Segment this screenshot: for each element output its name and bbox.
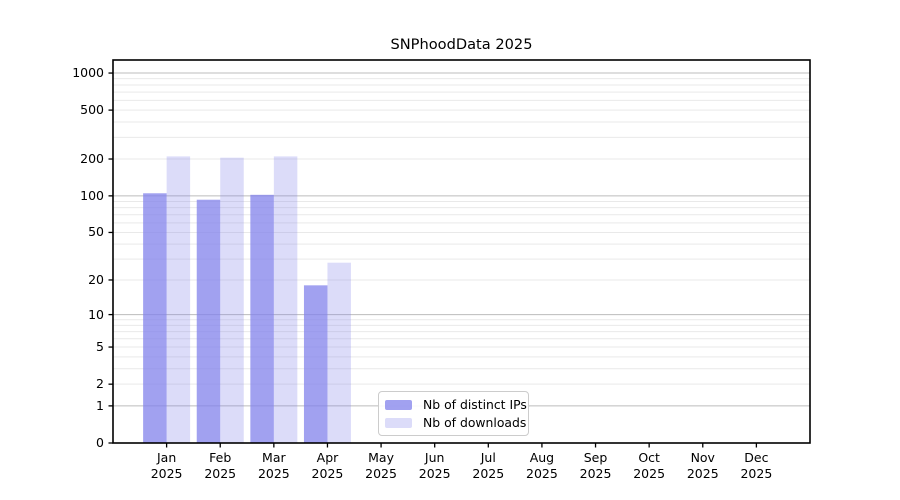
x-tick-label-feb: Feb 2025 <box>204 450 237 481</box>
bar-distinct-ips-feb <box>196 199 221 443</box>
y-tick-label-10: 10 <box>88 306 104 322</box>
legend-row-downloads: Nb of downloads <box>385 415 526 430</box>
x-tick-label-sep: Sep 2025 <box>579 450 612 481</box>
y-tick-label-1: 1 <box>96 397 104 413</box>
x-tick-label-jun: Jun 2025 <box>418 450 451 481</box>
y-tick-label-500: 500 <box>80 102 104 118</box>
x-tick-label-aug: Aug 2025 <box>526 450 558 481</box>
bar-distinct-ips-apr <box>303 285 328 443</box>
y-tick-label-0: 0 <box>96 435 104 450</box>
y-tick-label-5: 5 <box>96 339 104 355</box>
legend-label-distinct-ips: Nb of distinct IPs <box>423 397 527 412</box>
bar-downloads-feb <box>220 157 244 443</box>
legend-swatch-downloads <box>385 417 412 428</box>
y-tick-label-2: 2 <box>96 376 104 392</box>
y-tick-label-50: 50 <box>88 224 104 240</box>
x-tick-label-oct: Oct 2025 <box>633 450 666 481</box>
bar-distinct-ips-jan <box>143 193 167 443</box>
y-tick-label-1000: 1000 <box>72 65 104 81</box>
x-tick-label-dec: Dec 2025 <box>740 450 773 481</box>
x-tick-label-jan: Jan 2025 <box>150 450 183 481</box>
legend-swatch-distinct-ips <box>385 399 412 410</box>
x-tick-label-jul: Jul 2025 <box>472 450 505 481</box>
x-tick-label-may: May 2025 <box>365 450 397 481</box>
chart-title: SNPhoodData 2025 <box>390 36 533 53</box>
y-tick-label-200: 200 <box>80 151 104 167</box>
bar-distinct-ips-mar <box>250 194 274 443</box>
bar-downloads-jan <box>166 156 191 444</box>
bar-downloads-mar <box>273 156 298 444</box>
x-tick-label-apr: Apr 2025 <box>311 450 344 481</box>
y-tick-label-20: 20 <box>88 271 104 287</box>
x-tick-label-mar: Mar 2025 <box>257 450 290 481</box>
legend-row-distinct-ips: Nb of distinct IPs <box>385 397 527 412</box>
y-tick-label-100: 100 <box>80 187 104 203</box>
plot-frame <box>112 59 811 444</box>
bar-downloads-apr <box>327 262 351 443</box>
legend-label-downloads: Nb of downloads <box>423 415 527 430</box>
x-tick-label-nov: Nov 2025 <box>686 450 719 481</box>
legend: Nb of distinct IPs Nb of downloads <box>378 391 529 436</box>
